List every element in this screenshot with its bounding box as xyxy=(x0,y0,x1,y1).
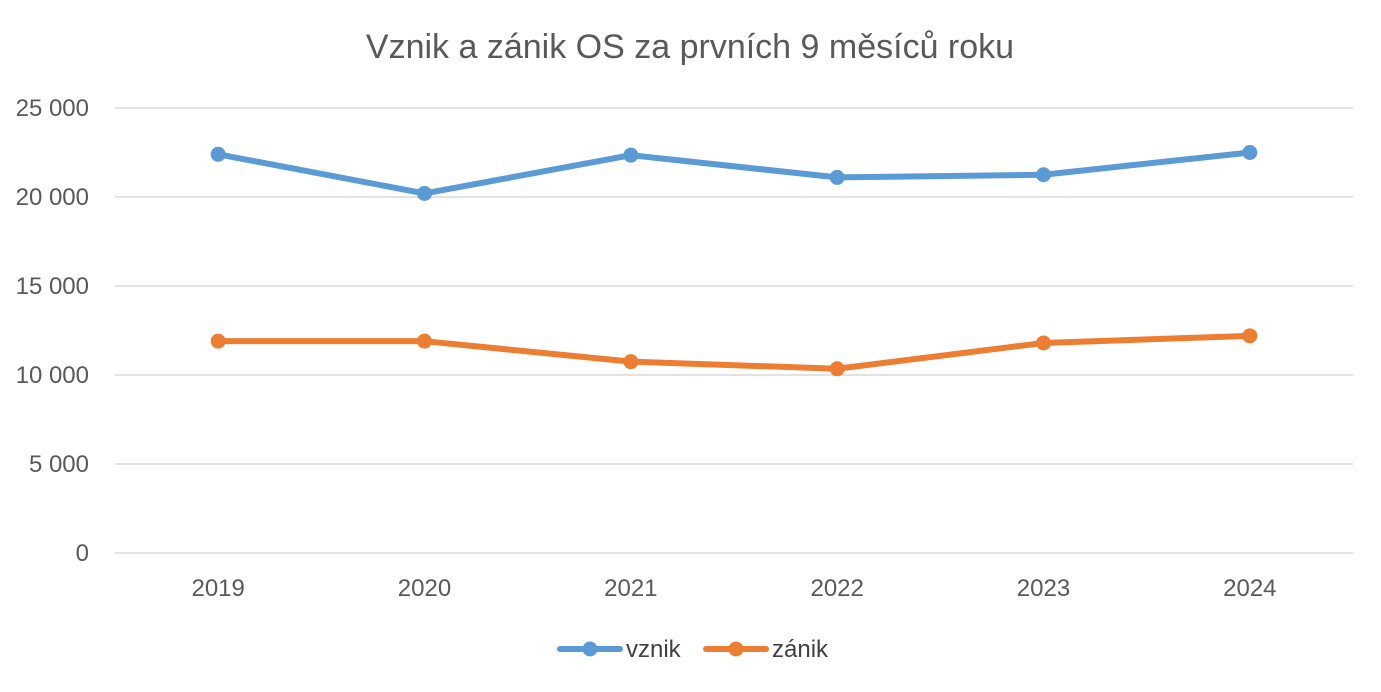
x-tick-label: 2021 xyxy=(604,575,657,602)
series-line-1 xyxy=(215,332,1253,372)
series-line-0 xyxy=(215,149,1253,197)
data-point xyxy=(1036,335,1051,351)
x-tick-label: 2022 xyxy=(810,575,863,602)
data-point xyxy=(1036,167,1051,183)
y-tick-label: 25 000 xyxy=(16,95,89,122)
y-tick-label: 15 000 xyxy=(16,273,89,300)
data-point xyxy=(829,169,845,185)
y-tick-label: 5 000 xyxy=(29,451,89,478)
data-point xyxy=(623,354,639,370)
data-point xyxy=(210,333,226,349)
legend-swatch-marker xyxy=(728,641,744,657)
data-point xyxy=(417,333,432,349)
x-axis-ticks: 2019 2020 2021 2022 2023 2024 xyxy=(191,575,1276,602)
data-point xyxy=(1242,328,1258,344)
x-tick-label: 2019 xyxy=(191,575,244,602)
data-point xyxy=(1242,145,1258,160)
y-tick-label: 10 000 xyxy=(16,362,89,389)
x-tick-label: 2023 xyxy=(1017,575,1070,602)
data-point xyxy=(417,185,432,201)
data-point xyxy=(210,146,226,162)
data-point xyxy=(623,147,639,163)
data-point xyxy=(829,361,845,377)
x-tick-label: 2024 xyxy=(1223,575,1276,602)
legend: vznik zánik xyxy=(557,636,829,663)
y-tick-label: 20 000 xyxy=(16,184,89,211)
x-tick-label: 2020 xyxy=(398,575,451,602)
chart-title: Vznik a zánik OS za prvních 9 měsíců rok… xyxy=(366,28,1014,66)
series-group xyxy=(210,145,1258,377)
legend-label: vznik xyxy=(626,636,682,663)
gridlines xyxy=(115,107,1353,554)
legend-swatch-marker xyxy=(582,641,598,657)
y-tick-label: 0 xyxy=(76,540,89,567)
legend-label: zánik xyxy=(772,636,829,663)
y-axis-ticks: 0 5 000 10 000 15 000 20 000 25 000 xyxy=(16,95,89,567)
